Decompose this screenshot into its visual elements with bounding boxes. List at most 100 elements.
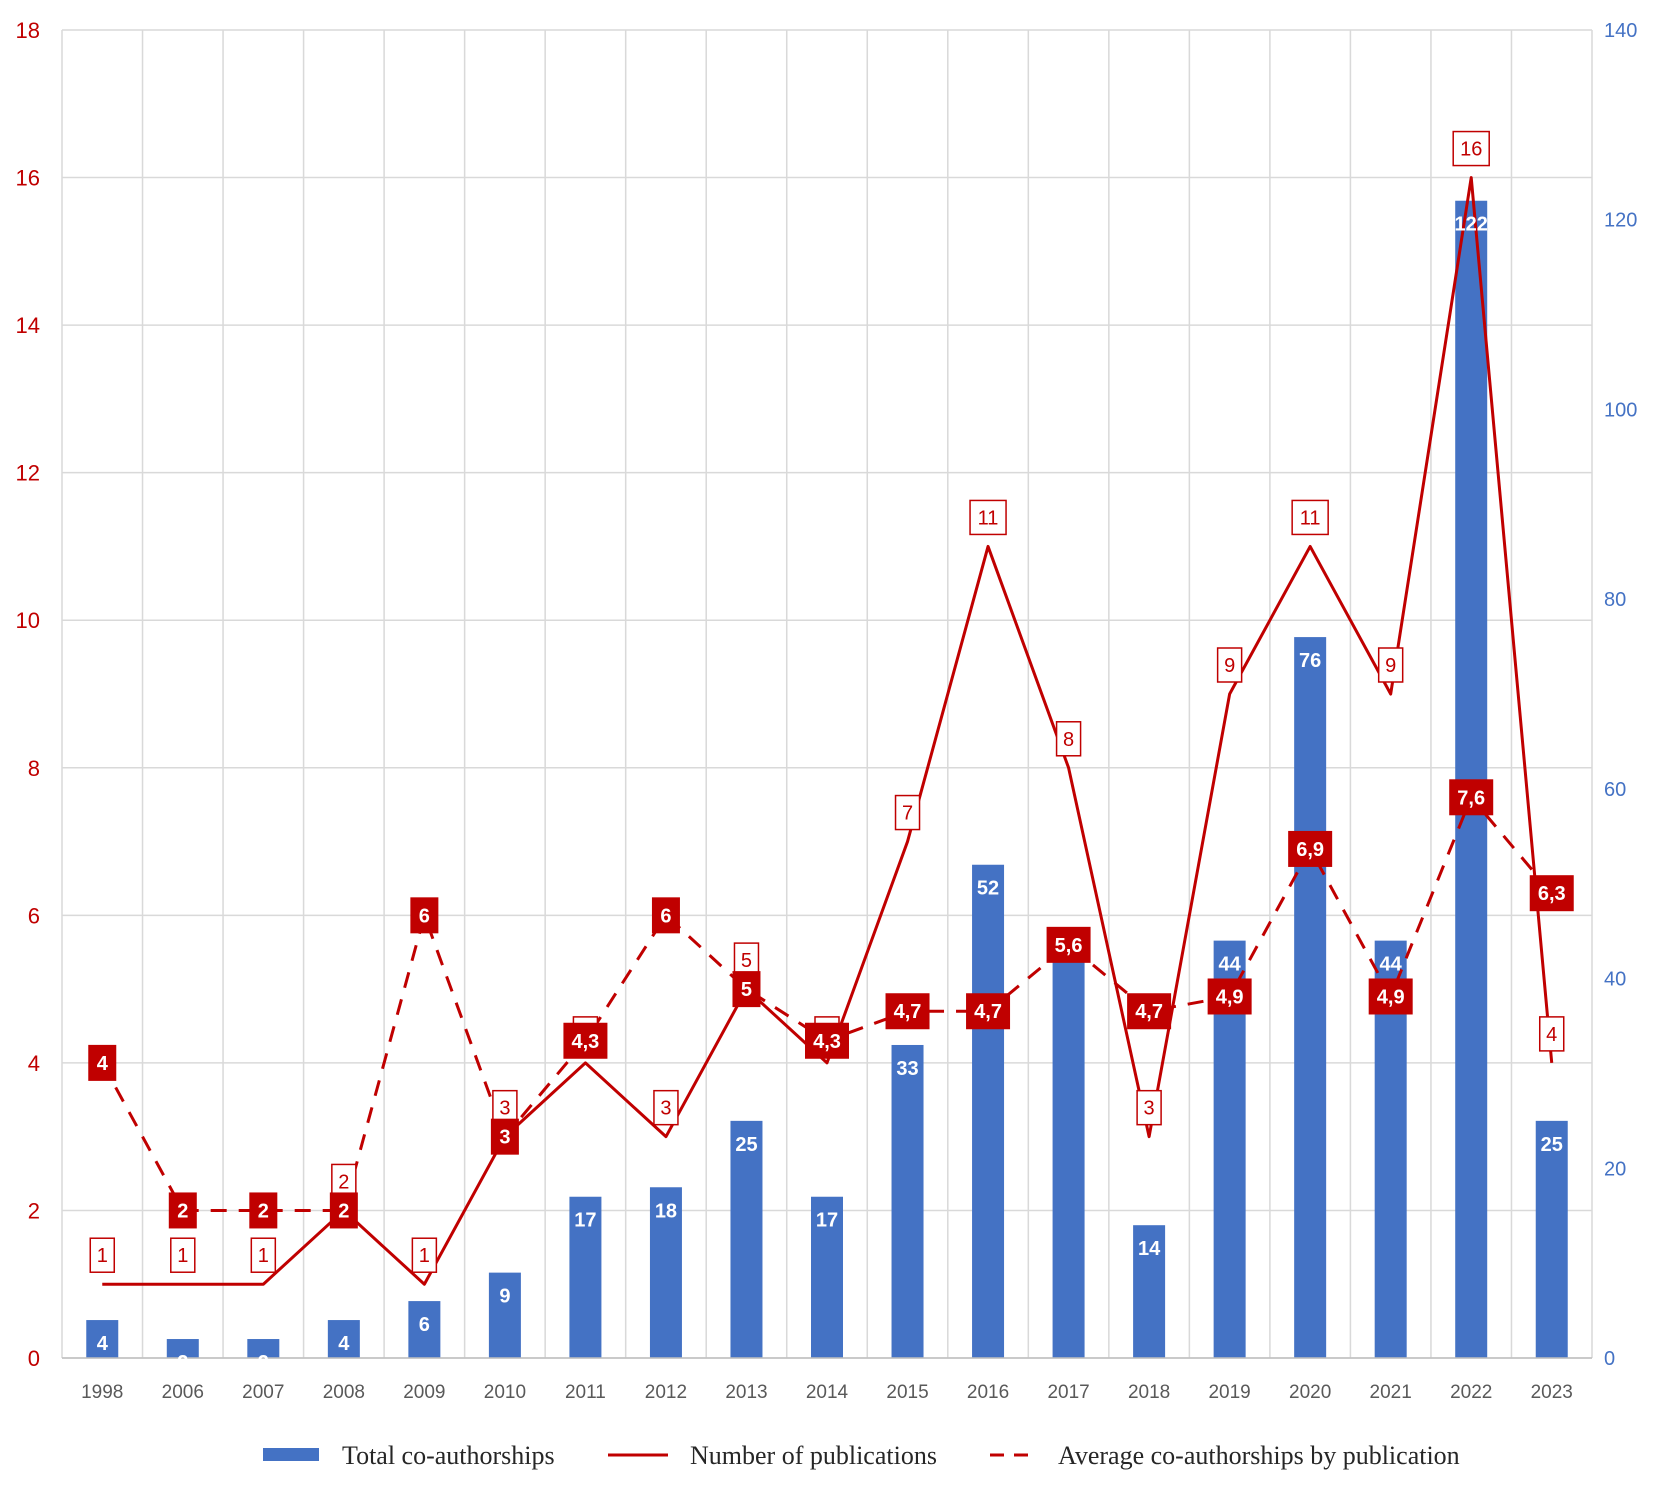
- publications-label-text: 3: [1144, 1098, 1155, 1120]
- x-axis-tick: 2020: [1289, 1382, 1331, 1403]
- publications-label-text: 8: [1063, 729, 1074, 751]
- x-axis-tick: 2021: [1370, 1382, 1412, 1403]
- line-average-co-authorships: [100, 795, 1553, 1212]
- average-label-box: [563, 1022, 608, 1059]
- x-axis-tick: 1998: [81, 1382, 123, 1403]
- bar-data-label: 17: [816, 1210, 838, 1232]
- average-label-text: 4,9: [1216, 986, 1244, 1008]
- legend-label-number-of-publications: Number of publications: [690, 1441, 937, 1470]
- average-label-2023: 6,3: [1529, 875, 1574, 912]
- average-label-text: 4: [97, 1053, 109, 1075]
- publications-label-2023: 4: [1538, 1016, 1565, 1052]
- average-label-text: 6: [660, 905, 671, 927]
- publications-label-text: 9: [1224, 655, 1235, 677]
- average-label-2008: 2: [329, 1192, 358, 1229]
- average-label-text: 6,3: [1538, 883, 1566, 905]
- legend-label-total-co-authorships: Total co-authorships: [342, 1441, 555, 1470]
- publications-label-box: [1291, 499, 1329, 536]
- average-label-box: [1368, 978, 1413, 1015]
- publications-label-box: [894, 794, 921, 831]
- publications-label-box: [1452, 130, 1490, 167]
- publications-label-text: 3: [660, 1098, 671, 1120]
- bar-2016: [972, 864, 1005, 1358]
- bar-data-label: 122: [1455, 214, 1488, 236]
- x-axis-tick: 2022: [1450, 1382, 1492, 1403]
- right-axis-tick: 40: [1604, 969, 1626, 991]
- bar-data-label: 14: [1138, 1238, 1161, 1260]
- average-label-box: [1449, 779, 1494, 816]
- left-axis-tick: 0: [28, 1346, 40, 1371]
- average-label-box: [329, 1192, 358, 1229]
- average-label-2010: 3: [490, 1118, 519, 1155]
- bar-2023: [1535, 1120, 1568, 1358]
- bar-2015: [891, 1044, 924, 1358]
- average-label-text: 2: [177, 1200, 188, 1222]
- bar-data-label: 2: [177, 1352, 188, 1374]
- bar-2011: [569, 1196, 602, 1358]
- publications-label-text: 16: [1460, 139, 1482, 161]
- average-label-2015: 4,7: [885, 993, 930, 1030]
- average-label-box: [410, 897, 439, 934]
- right-axis-tick: 20: [1604, 1158, 1626, 1180]
- x-axis-tick: 2018: [1128, 1382, 1170, 1403]
- publications-label-text: 1: [419, 1245, 430, 1267]
- x-axis-tick: 2006: [162, 1382, 204, 1403]
- publications-label-text: 3: [499, 1098, 510, 1120]
- x-axis-tick: 2007: [242, 1382, 284, 1403]
- bar-data-label: 25: [735, 1134, 757, 1156]
- x-axis-tick: 2019: [1208, 1382, 1250, 1403]
- bar-data-label: 6: [419, 1314, 430, 1336]
- x-axis-tick: 2016: [967, 1382, 1009, 1403]
- publications-label-box: [1136, 1089, 1162, 1126]
- publications-label-2017: 8: [1055, 721, 1082, 757]
- bar-2010: [488, 1272, 521, 1358]
- average-label-text: 4,3: [572, 1031, 600, 1053]
- left-axis-tick: 6: [28, 903, 40, 928]
- publications-label-2021: 9: [1377, 647, 1404, 683]
- bar-data-label: 25: [1541, 1134, 1563, 1156]
- average-label-text: 7,6: [1457, 787, 1485, 809]
- publications-label-text: 7: [902, 803, 913, 825]
- average-label-text: 5,6: [1055, 935, 1083, 957]
- average-label-1998: 4: [88, 1044, 117, 1081]
- publications-label-text: 9: [1385, 655, 1396, 677]
- publications-label-box: [170, 1237, 196, 1273]
- bar-data-label: 18: [655, 1200, 677, 1222]
- average-label-text: 4,9: [1377, 986, 1405, 1008]
- legend: Total co-authorships Number of publicati…: [263, 1441, 1460, 1470]
- left-axis-tick: 10: [16, 608, 40, 633]
- publications-label-2020: 11: [1291, 499, 1329, 536]
- bar-2012: [649, 1187, 682, 1358]
- publications-label-2022: 16: [1452, 130, 1490, 167]
- right-axis-tick: 100: [1604, 399, 1637, 421]
- average-label-2022: 7,6: [1449, 779, 1494, 816]
- right-axis-tick: 140: [1604, 20, 1637, 42]
- publications-label-box: [969, 499, 1007, 536]
- publications-label-text: 11: [978, 507, 999, 529]
- publications-label-box: [1538, 1016, 1565, 1052]
- publications-label-text: 1: [258, 1245, 269, 1267]
- bar-2017: [1052, 931, 1085, 1358]
- publications-label-2016: 11: [969, 499, 1007, 536]
- publications-label-text: 1: [97, 1245, 108, 1267]
- average-label-2018: 4,7: [1127, 993, 1172, 1030]
- average-label-text: 4,7: [1135, 1001, 1163, 1023]
- average-label-2011: 4,3: [563, 1022, 608, 1059]
- average-label-2007: 2: [249, 1192, 278, 1229]
- publications-label-text: 2: [338, 1171, 349, 1193]
- right-axis-tick: 0: [1604, 1348, 1615, 1370]
- bar-data-label: 44: [1380, 954, 1403, 976]
- publications-label-box: [1216, 647, 1243, 683]
- x-axis-tick: 2023: [1531, 1382, 1573, 1403]
- average-label-box: [249, 1192, 278, 1229]
- bar-data-label: 44: [1219, 954, 1242, 976]
- average-label-2017: 5,6: [1046, 926, 1091, 963]
- left-axis-tick: 18: [16, 18, 40, 43]
- publications-label-text: 11: [1300, 507, 1321, 529]
- average-label-2016: 4,7: [966, 993, 1011, 1030]
- publications-label-box: [411, 1237, 438, 1273]
- average-label-text: 4,7: [894, 1001, 922, 1023]
- bar-data-label: 17: [574, 1210, 596, 1232]
